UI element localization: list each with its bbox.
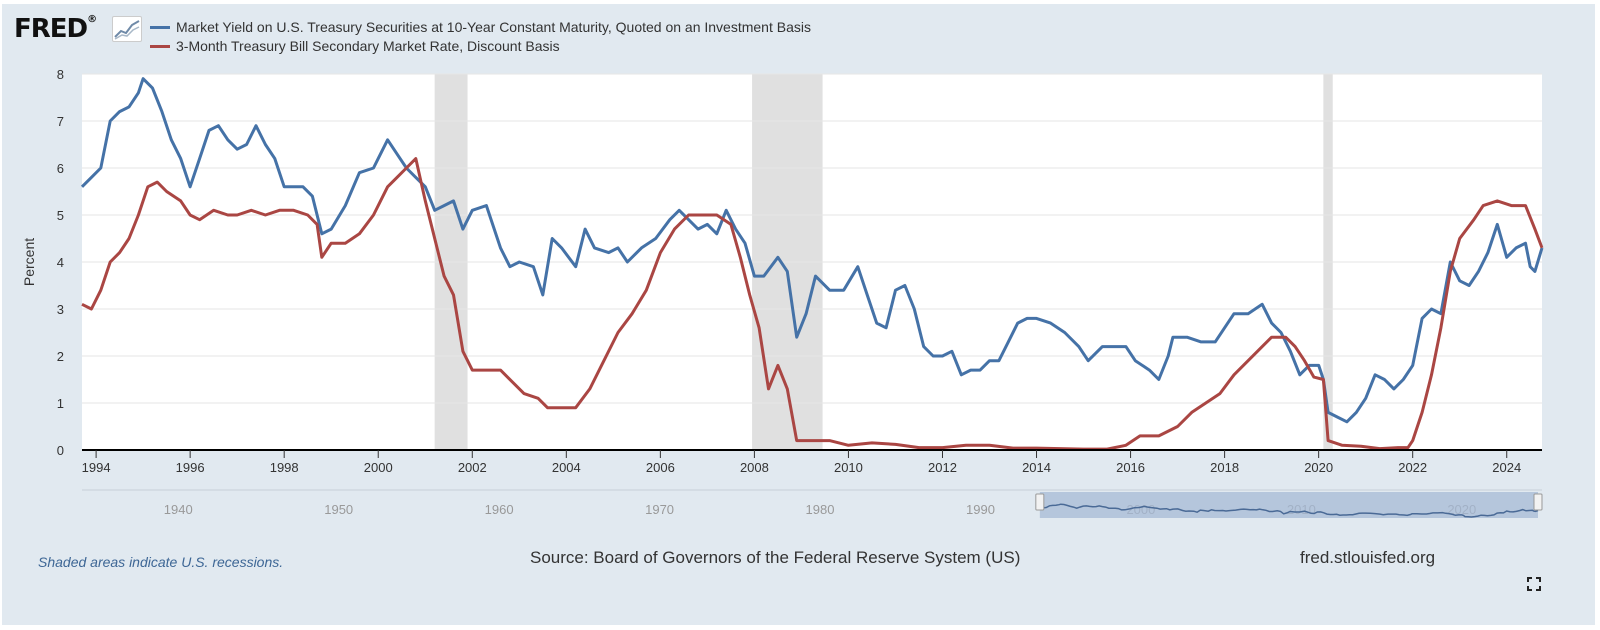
x-tick-label: 2006 xyxy=(646,460,675,475)
recession-note: Shaded areas indicate U.S. recessions. xyxy=(38,554,284,570)
x-tick-label: 2012 xyxy=(928,460,957,475)
y-tick-label: 3 xyxy=(57,302,64,317)
y-tick-label: 4 xyxy=(57,255,64,270)
x-tick-label: 2008 xyxy=(740,460,769,475)
navigator-handle-left[interactable] xyxy=(1035,493,1045,511)
legend-swatch-10yr xyxy=(150,25,170,29)
site-url[interactable]: fred.stlouisfed.org xyxy=(1300,548,1436,567)
navigator-tick-label: 1960 xyxy=(485,502,514,517)
x-tick-label: 2022 xyxy=(1398,460,1427,475)
navigator-handle-right[interactable] xyxy=(1533,493,1543,511)
x-tick-label: 2014 xyxy=(1022,460,1051,475)
source-text: Source: Board of Governors of the Federa… xyxy=(530,548,1021,567)
x-tick-label: 2018 xyxy=(1210,460,1239,475)
y-tick-label: 2 xyxy=(57,349,64,364)
navigator-tick-label: 1990 xyxy=(966,502,995,517)
logo-text: FRED xyxy=(14,14,88,44)
x-tick-label: 2004 xyxy=(552,460,581,475)
series-lines xyxy=(80,77,1544,451)
y-tick-label: 6 xyxy=(57,161,64,176)
navigator-tick-label: 1970 xyxy=(645,502,674,517)
x-tick-label: 1998 xyxy=(270,460,299,475)
x-tick-label: 2010 xyxy=(834,460,863,475)
y-tick-label: 5 xyxy=(57,208,64,223)
line-chart-icon xyxy=(112,16,142,42)
y-axis-title: Percent xyxy=(21,238,37,286)
y-tick-label: 1 xyxy=(57,396,64,411)
legend-item-10yr[interactable]: Market Yield on U.S. Treasury Securities… xyxy=(150,19,811,35)
legend-label-3mo: 3-Month Treasury Bill Secondary Market R… xyxy=(176,38,560,54)
legend-item-3mo[interactable]: 3-Month Treasury Bill Secondary Market R… xyxy=(150,38,560,54)
fred-logo[interactable]: FRED® xyxy=(14,14,97,44)
navigator-mini-series xyxy=(1039,503,1539,518)
x-tick-label: 2020 xyxy=(1304,460,1333,475)
fullscreen-icon[interactable] xyxy=(1526,576,1542,592)
y-tick-label: 7 xyxy=(57,114,64,129)
x-tick-label: 2002 xyxy=(458,460,487,475)
gridlines xyxy=(82,73,1542,404)
navigator-tick-label: 1950 xyxy=(324,502,353,517)
legend-label-10yr: Market Yield on U.S. Treasury Securities… xyxy=(176,19,811,35)
navigator-tick-label: 1980 xyxy=(806,502,835,517)
x-tick-label: 1994 xyxy=(82,460,111,475)
legend-swatch-3mo xyxy=(150,44,170,48)
series-line-3mo xyxy=(81,157,1544,451)
x-tick-label: 2016 xyxy=(1116,460,1145,475)
x-tick-label: 1996 xyxy=(176,460,205,475)
range-navigator[interactable]: 194019501960197019801990200020102020 xyxy=(82,489,1543,518)
x-tick-label: 2024 xyxy=(1492,460,1521,475)
y-tick-label: 0 xyxy=(57,443,64,458)
y-tick-label: 8 xyxy=(57,67,64,82)
x-tick-label: 2000 xyxy=(364,460,393,475)
navigator-selection[interactable] xyxy=(1039,492,1538,518)
navigator-tick-label: 1940 xyxy=(164,502,193,517)
logo-mark: ® xyxy=(87,14,97,25)
axes: 0 1 2 3 4 5 6 7 8 1994 1996 1998 2000 2002 2004 2006 200… xyxy=(57,67,1542,475)
